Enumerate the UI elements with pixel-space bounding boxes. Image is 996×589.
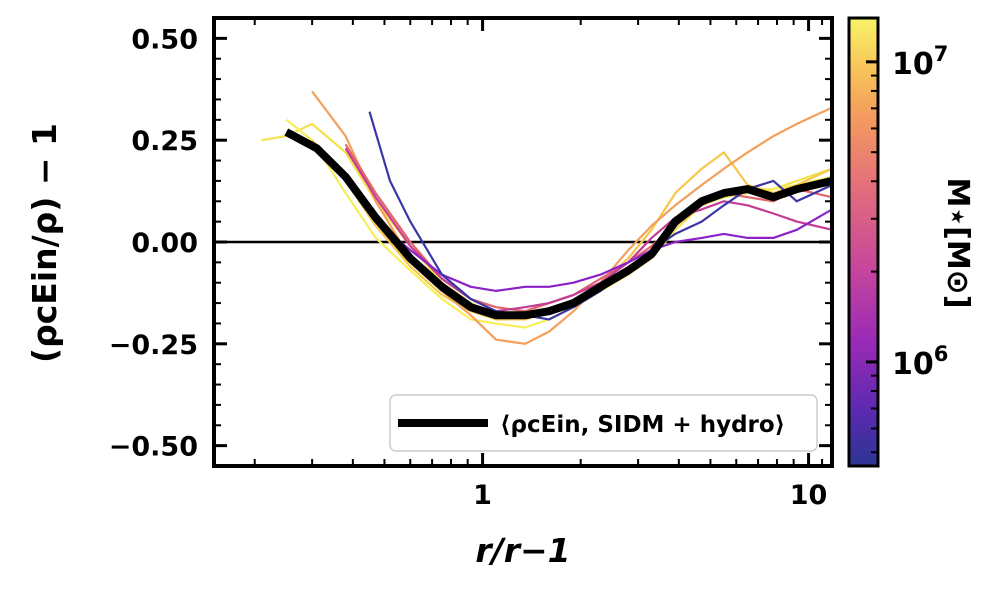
colorbar-title: M⋆[M⊙] bbox=[940, 177, 975, 308]
y-ticks: 0.50 0.25 0.00 −0.25 −0.50 bbox=[109, 24, 832, 463]
colorbar-major-ticks: 106 107 bbox=[866, 42, 948, 382]
mean-series-line bbox=[284, 128, 832, 320]
series-layer bbox=[261, 90, 832, 345]
legend: ⟨ρcEin, SIDM + hydro⟩ bbox=[389, 394, 818, 452]
legend-box bbox=[389, 394, 818, 452]
mean-layer bbox=[284, 128, 832, 320]
y-tick-label: −0.50 bbox=[109, 432, 198, 463]
x-major-ticks: 1 10 bbox=[473, 18, 827, 511]
y-tick-label: 0.00 bbox=[131, 228, 198, 259]
x-tick-label: 10 bbox=[790, 480, 828, 511]
y-tick-label: 0.25 bbox=[131, 126, 198, 157]
series-line-7 bbox=[375, 208, 832, 292]
y-axis-title: (ρcEin/ρ) − 1 bbox=[25, 123, 64, 363]
colorbar-tick-label: 106 bbox=[892, 342, 948, 382]
colorbar-tick-label: 107 bbox=[892, 42, 948, 82]
x-axis-title: r/r−1 bbox=[475, 531, 570, 570]
x-tick-label: 1 bbox=[473, 480, 492, 511]
legend-label: ⟨ρcEin, SIDM + hydro⟩ bbox=[500, 412, 785, 438]
y-tick-label: 0.50 bbox=[131, 24, 198, 55]
series-line-5 bbox=[344, 143, 832, 313]
y-tick-label: −0.25 bbox=[109, 330, 198, 361]
colorbar-gradient bbox=[849, 18, 878, 466]
plot-area: 1 10 0.50 0.25 0.00 −0.25 −0.50 bbox=[109, 16, 834, 511]
colorbar: 106 107 M⋆[M⊙] bbox=[847, 16, 975, 468]
plot-frame bbox=[212, 16, 834, 468]
colorbar-frame bbox=[847, 16, 880, 468]
